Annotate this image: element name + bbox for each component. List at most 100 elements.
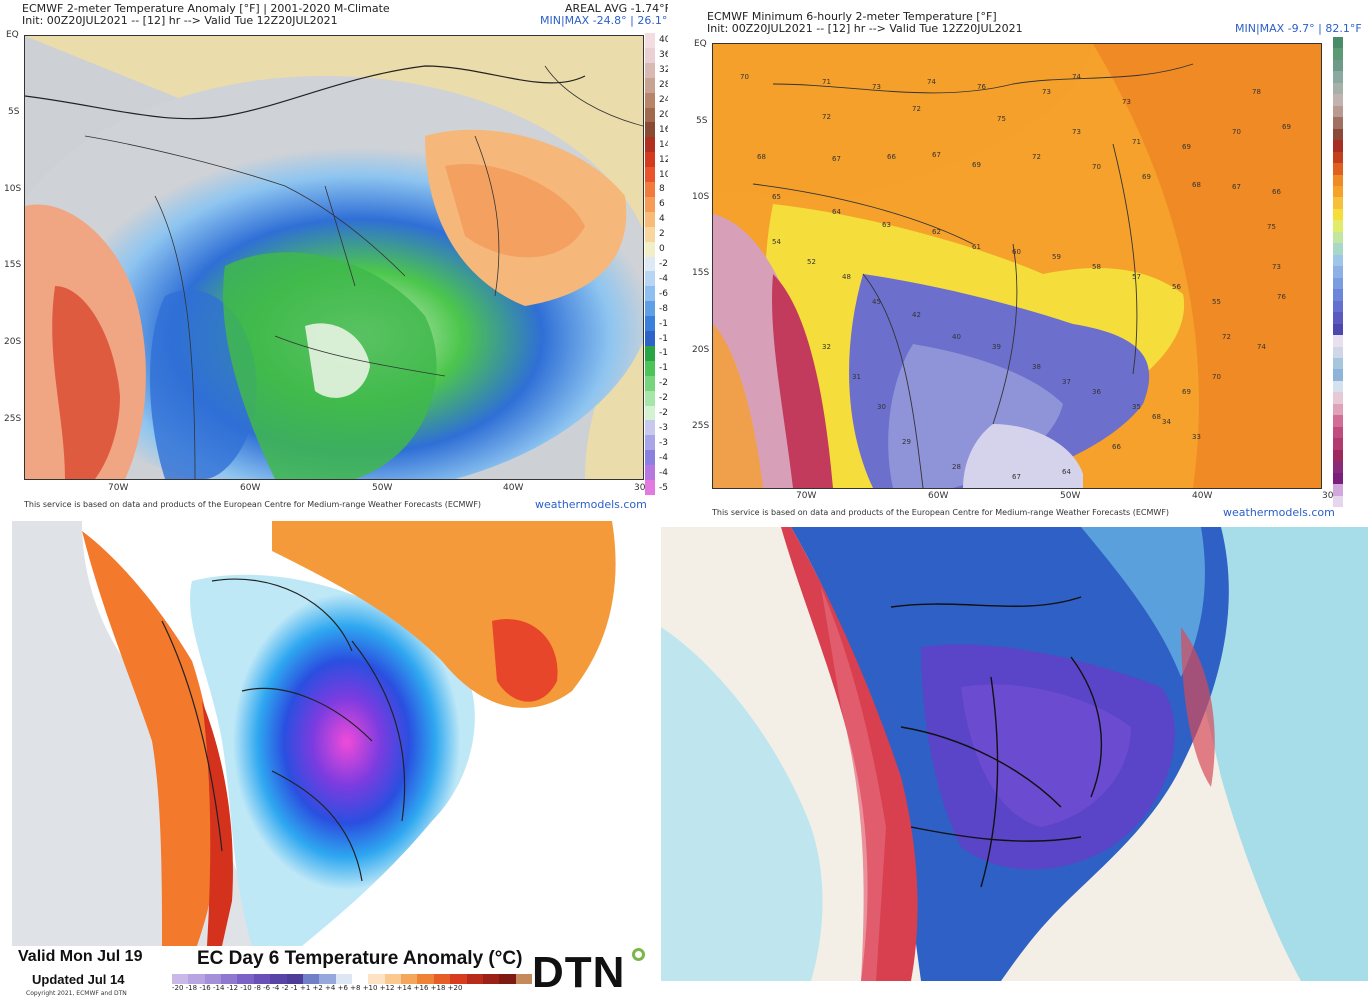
- lat-label: 5S: [8, 107, 20, 117]
- lat-label: 5S: [696, 116, 708, 126]
- colorbar-swatch: [1333, 186, 1343, 198]
- colorbar-swatch: [1333, 346, 1343, 359]
- colorbar-swatch: [645, 122, 655, 138]
- scale-swatch: [499, 974, 517, 984]
- colorbar-label: 40: [659, 35, 668, 46]
- scale-swatch: [188, 974, 206, 984]
- colorbar-swatch: [1333, 369, 1343, 382]
- colorbar-label: 6: [659, 199, 665, 210]
- colorbar-label: 36: [659, 50, 668, 61]
- colorbar-label: 32: [659, 65, 668, 76]
- anomaly-scale-ticks: -20 -18 -16 -14 -12 -10 -8 -6 -4 -2 -1 +…: [172, 984, 463, 992]
- colorbar-swatch: [1333, 59, 1343, 72]
- scale-swatch: [319, 974, 337, 984]
- site-link[interactable]: weathermodels.com: [1223, 506, 1335, 519]
- colorbar-swatch: [645, 271, 655, 287]
- lat-label: 10S: [4, 184, 22, 194]
- colorbar-swatch: [645, 77, 655, 94]
- init-time: Init: 00Z20JUL2021 -- [12] hr --> Valid …: [707, 22, 1023, 35]
- colorbar-label: -20: [659, 378, 668, 389]
- colorbar-label: 4: [659, 214, 665, 225]
- lon-label: 50W: [1060, 491, 1081, 501]
- scale-swatch: [335, 974, 353, 984]
- colorbar-swatch: [1333, 37, 1343, 49]
- colorbar-label: 2: [659, 229, 665, 240]
- ecmwf-footer: This service is based on data and produc…: [712, 508, 1170, 517]
- lon-label: 60W: [928, 491, 949, 501]
- lat-label: 15S: [4, 260, 22, 270]
- colorbar-swatch: [1333, 163, 1343, 176]
- colorbar-swatch: [1333, 472, 1343, 485]
- colorbar-swatch: [1333, 208, 1343, 221]
- min-max: MIN|MAX -24.8° | 26.1°F: [540, 14, 668, 27]
- colorbar-label: -6: [659, 288, 668, 299]
- colorbar-label: 8: [659, 184, 665, 195]
- scale-swatch: [352, 974, 369, 984]
- colorbar-swatch: [645, 196, 655, 213]
- lon-label: 60W: [240, 483, 261, 493]
- colorbar-swatch: [645, 405, 655, 421]
- lon-label: 30: [1322, 491, 1334, 501]
- colorbar-swatch: [645, 480, 655, 496]
- colorbar-label: 0: [659, 244, 665, 255]
- colorbar-swatch: [1333, 484, 1343, 497]
- colorbar-swatch: [1333, 277, 1343, 290]
- colorbar-swatch: [1333, 449, 1343, 462]
- site-link[interactable]: weathermodels.com: [535, 498, 647, 511]
- colorbar-swatch: [1333, 403, 1343, 416]
- colorbar-swatch: [645, 241, 655, 258]
- colorbar-label: 24: [659, 95, 668, 106]
- colorbar-swatch: [645, 62, 655, 79]
- colorbar-label: -36: [659, 437, 668, 448]
- lat-label: 25S: [4, 414, 22, 424]
- colorbar-swatch: [1333, 128, 1343, 141]
- colorbar-swatch: [1333, 335, 1343, 347]
- areal-average: AREAL AVG -1.74°F: [565, 2, 668, 15]
- colorbar-label: -10: [659, 318, 668, 329]
- scale-swatch: [286, 974, 304, 984]
- min-temp-map: [712, 43, 1322, 489]
- colorbar-label: -4: [659, 273, 668, 284]
- colorbar-swatch: [1333, 495, 1343, 508]
- temperature-colorbar: [1333, 37, 1343, 508]
- colorbar-swatch: [1333, 380, 1343, 393]
- valid-date: Valid Mon Jul 19: [18, 948, 143, 965]
- ecmwf-footer: This service is based on data and produc…: [24, 500, 482, 509]
- colorbar-label: -32: [659, 422, 668, 433]
- colorbar-swatch: [1333, 117, 1343, 130]
- colorbar-swatch: [645, 331, 655, 347]
- lat-label: 10S: [692, 192, 710, 202]
- lon-label: 40W: [1192, 491, 1213, 501]
- dtn-logo: DTN: [532, 948, 626, 997]
- scale-swatch: [417, 974, 435, 984]
- colorbar-swatch: [1333, 289, 1343, 302]
- scale-swatch: [433, 974, 451, 984]
- dtn-legend-bar: Valid Mon Jul 19 Updated Jul 14 Copyrigh…: [12, 946, 652, 1002]
- scale-swatch: [466, 974, 484, 984]
- colorbar-label: -14: [659, 348, 668, 359]
- copyright: Copyright 2021, ECMWF and DTN: [26, 990, 127, 997]
- colorbar-swatch: [1333, 105, 1343, 118]
- colorbar-label: -28: [659, 408, 668, 419]
- scale-swatch: [237, 974, 255, 984]
- colorbar-swatch: [1333, 71, 1343, 84]
- scale-swatch: [302, 974, 320, 984]
- colorbar-label: -8: [659, 303, 668, 314]
- map-title: ECMWF Minimum 6-hourly 2-meter Temperatu…: [707, 10, 997, 23]
- init-time: Init: 00Z20JUL2021 -- [12] hr --> Valid …: [22, 14, 338, 27]
- colorbar-swatch: [1333, 48, 1343, 61]
- colorbar-swatch: [645, 256, 655, 272]
- lon-label: 50W: [372, 483, 393, 493]
- colorbar-swatch: [1333, 151, 1343, 164]
- colorbar-swatch: [1333, 461, 1343, 474]
- colorbar-label: 16: [659, 124, 668, 135]
- colorbar-swatch: [645, 226, 655, 243]
- dtn-title: EC Day 6 Temperature Anomaly (°C): [197, 948, 523, 969]
- colorbar-swatch: [1333, 254, 1343, 267]
- scale-swatch: [384, 974, 402, 984]
- colorbar-swatch: [1333, 312, 1343, 325]
- panel-ecmwf-min-temp: ECMWF Minimum 6-hourly 2-meter Temperatu…: [690, 0, 1372, 524]
- colorbar-swatch: [645, 211, 655, 228]
- panel-ecmwf-anomaly: ECMWF 2-meter Temperature Anomaly [°F] |…: [0, 0, 668, 518]
- colorbar-swatch: [645, 360, 655, 377]
